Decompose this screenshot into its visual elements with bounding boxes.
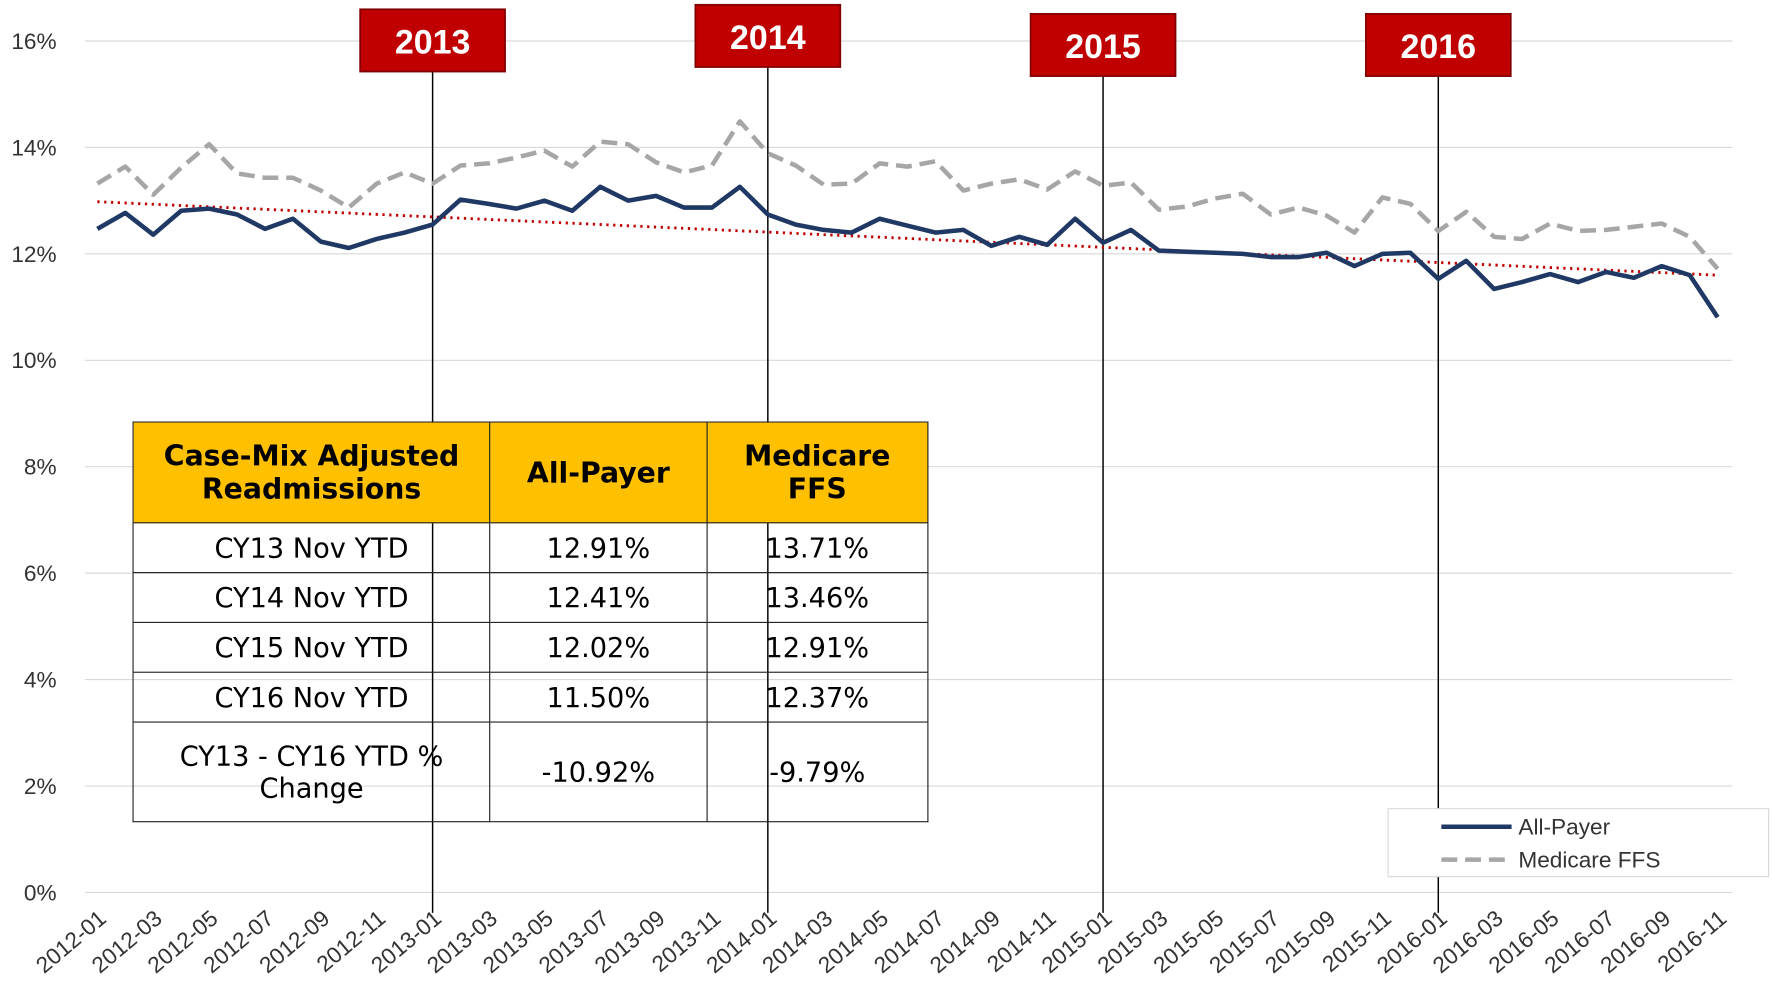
table-cell: 12.37% <box>706 671 929 723</box>
annotation-box <box>1364 12 1512 77</box>
table-cell: 13.46% <box>706 572 929 623</box>
y-tick-label: 6% <box>24 561 57 586</box>
table-cell: -9.79% <box>706 721 929 823</box>
y-tick-label: 2% <box>24 774 57 799</box>
table-cell: -10.92% <box>489 721 708 823</box>
table-row: CY16 Nov YTD 11.50% 12.37% <box>132 671 929 723</box>
series-line <box>96 119 1720 271</box>
table-cell: 11.50% <box>489 671 708 723</box>
annotation-label: 2014 <box>730 19 806 57</box>
table-cell: 12.91% <box>489 522 708 574</box>
table-cell: CY15 Nov YTD <box>132 621 491 673</box>
series-line <box>96 184 1720 319</box>
y-tick-label: 0% <box>24 880 57 905</box>
legend-box <box>1387 808 1770 878</box>
table-cell: 12.41% <box>489 572 708 623</box>
annotation-box <box>694 3 842 68</box>
y-tick-label: 4% <box>24 668 57 693</box>
table-row: CY13 Nov YTD 12.91% 13.71% <box>132 522 929 574</box>
y-tick-label: 8% <box>24 455 57 480</box>
table-cell: 12.91% <box>706 621 929 673</box>
table-cell: CY13 - CY16 YTD % Change <box>132 721 491 823</box>
y-tick-label: 10% <box>11 348 56 373</box>
table-cell: 13.71% <box>706 522 929 574</box>
legend-label: Medicare FFS <box>1518 848 1660 873</box>
annotation-label: 2015 <box>1065 28 1141 66</box>
table-row: CY15 Nov YTD 12.02% 12.91% <box>132 621 929 673</box>
y-tick-label: 12% <box>11 242 56 267</box>
legend-label: All-Payer <box>1518 815 1610 840</box>
table-row: CY13 - CY16 YTD % Change -10.92% -9.79% <box>132 721 929 823</box>
table-row: CY14 Nov YTD 12.41% 13.46% <box>132 572 929 623</box>
table-header-cell: All-Payer <box>489 421 708 524</box>
table-container: Case-Mix Adjusted Readmissions All-Payer M… <box>132 421 929 823</box>
annotation-label: 2016 <box>1401 28 1477 66</box>
table-cell: CY16 Nov YTD <box>132 671 491 723</box>
table-cell: CY14 Nov YTD <box>132 572 491 623</box>
table-cell: 12.02% <box>489 621 708 673</box>
y-tick-label: 16% <box>11 29 56 54</box>
annotation-box <box>1029 12 1177 77</box>
data-table: Case-Mix Adjusted Readmissions All-Payer M… <box>132 421 929 823</box>
annotation-box <box>359 8 506 73</box>
y-tick-label: 14% <box>11 135 56 160</box>
table-header-row: Case-Mix Adjusted Readmissions All-Payer M… <box>132 421 929 524</box>
table-cell: CY13 Nov YTD <box>132 522 491 574</box>
table-header-cell: Case-Mix Adjusted Readmissions <box>132 421 491 524</box>
trendline <box>97 200 1718 277</box>
table-header-cell: Medicare FFS <box>706 421 929 524</box>
annotation-label: 2013 <box>395 23 471 61</box>
